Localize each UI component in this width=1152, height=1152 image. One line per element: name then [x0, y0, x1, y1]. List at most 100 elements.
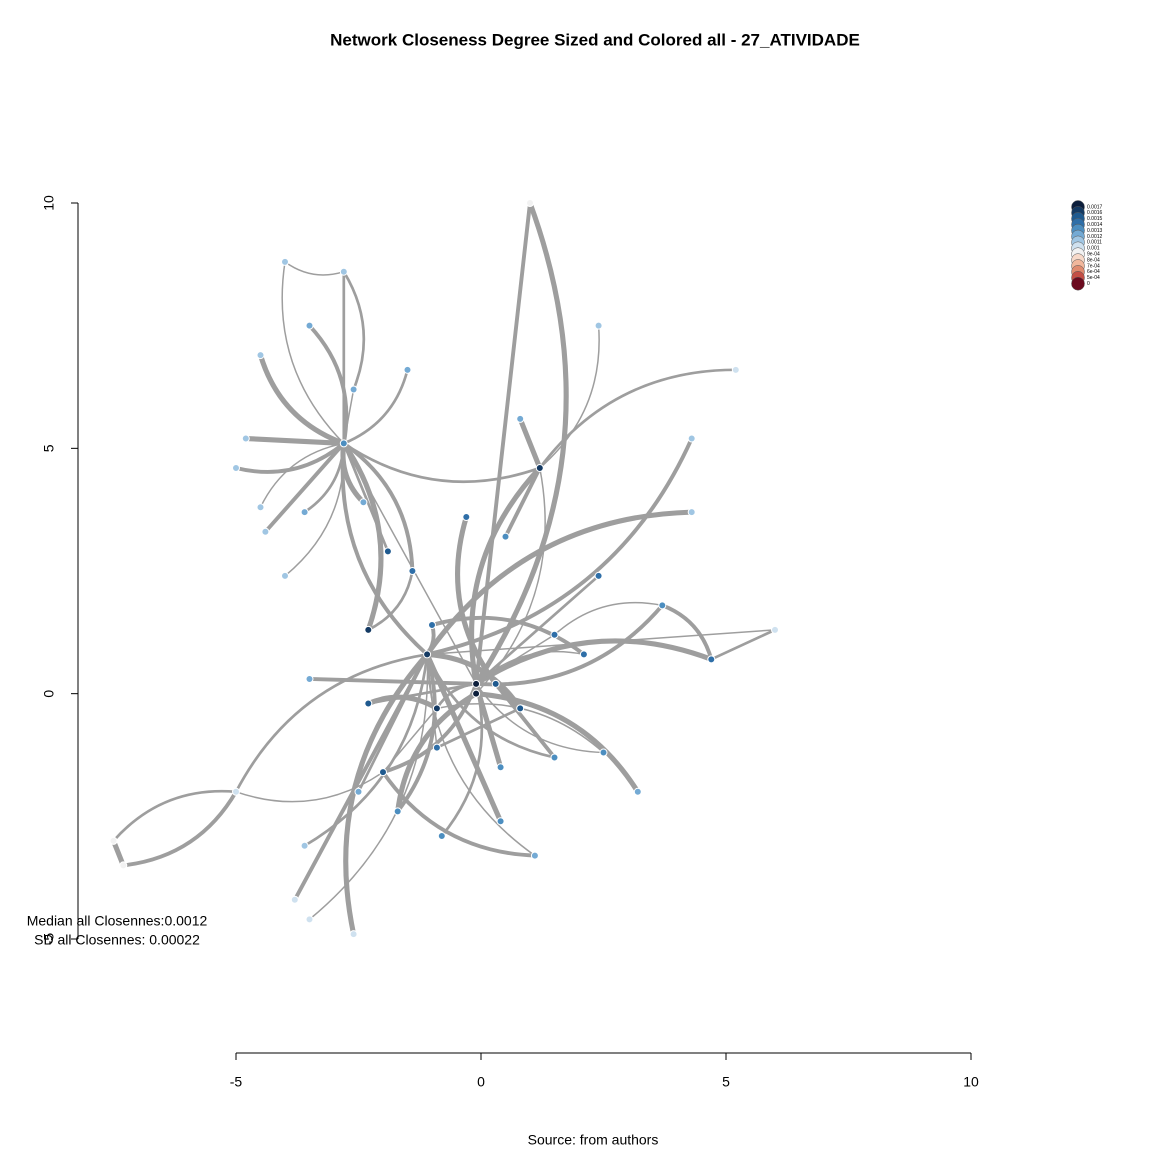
edge — [660, 603, 714, 662]
edge — [342, 270, 366, 391]
edge — [259, 442, 345, 508]
node — [305, 915, 314, 924]
node — [349, 385, 358, 394]
node — [290, 895, 299, 904]
edge — [539, 324, 600, 469]
node — [432, 704, 441, 713]
node — [359, 498, 368, 507]
edge — [243, 435, 347, 446]
node — [432, 743, 441, 752]
x-tick-label: 5 — [722, 1074, 730, 1090]
axes: -5 0 5 10 -5 0 5 10 — [41, 195, 979, 1090]
edge — [303, 442, 346, 514]
node — [579, 650, 588, 659]
nodes — [109, 199, 779, 939]
node — [403, 365, 412, 374]
caption: Source: from authors — [528, 1132, 659, 1148]
node — [305, 321, 314, 330]
legend-label: 5e-04 — [1087, 275, 1100, 281]
edge — [342, 368, 409, 445]
edge — [234, 441, 346, 474]
node — [232, 463, 240, 472]
edge — [469, 465, 543, 687]
edge — [493, 681, 557, 760]
edge — [430, 615, 586, 657]
edge — [307, 676, 479, 686]
legend-label: 7e-04 — [1087, 263, 1100, 269]
edge — [340, 441, 430, 657]
node — [261, 527, 270, 536]
edge — [474, 201, 532, 686]
node — [354, 787, 363, 796]
legend-label: 0.0017 — [1087, 204, 1103, 210]
edge — [425, 436, 694, 657]
node — [687, 434, 696, 443]
edge — [307, 323, 349, 446]
node — [305, 674, 314, 683]
edge — [112, 789, 238, 843]
legend-label: 0.0012 — [1087, 234, 1103, 240]
node — [256, 503, 265, 512]
edge — [121, 789, 238, 868]
legend: 0.00170.00160.00150.00140.00130.00120.00… — [1071, 200, 1103, 291]
node — [550, 753, 559, 762]
edge — [473, 691, 641, 795]
edge — [517, 416, 543, 471]
node — [707, 655, 716, 664]
legend-label: 0.001 — [1087, 246, 1100, 252]
node — [256, 351, 265, 360]
node — [599, 748, 608, 757]
node — [232, 787, 240, 796]
legend-label: 0.0016 — [1087, 210, 1103, 216]
node — [383, 547, 392, 556]
node — [472, 689, 481, 698]
node — [491, 679, 500, 688]
edge — [382, 707, 438, 773]
edge — [381, 770, 537, 858]
edge — [303, 653, 429, 848]
node — [516, 704, 525, 713]
node — [300, 508, 309, 517]
annotation: Median all Closennes:0.0012 — [27, 913, 208, 929]
node — [526, 199, 534, 207]
node — [339, 267, 348, 276]
y-tick-label: -5 — [41, 933, 57, 946]
edge — [257, 352, 347, 446]
legend-label: 0 — [1087, 281, 1090, 287]
node — [633, 787, 642, 796]
edge — [395, 652, 437, 814]
annotation: SD all Closennes: 0.00022 — [34, 932, 200, 948]
node — [550, 630, 559, 639]
node — [462, 513, 471, 522]
edge — [235, 771, 384, 803]
edge — [435, 707, 522, 749]
node — [516, 414, 525, 423]
node — [349, 930, 358, 939]
node — [771, 625, 779, 634]
legend-label: 6e-04 — [1087, 269, 1100, 275]
y-tick-label: 10 — [41, 195, 57, 211]
node — [658, 601, 667, 610]
node — [472, 679, 481, 688]
node — [535, 463, 544, 472]
legend-label: 0.0013 — [1087, 228, 1103, 234]
edge — [709, 628, 777, 661]
edge — [281, 261, 345, 445]
node — [687, 508, 696, 517]
node — [437, 831, 446, 840]
node — [281, 571, 289, 580]
edge — [553, 601, 664, 636]
edge — [341, 441, 415, 573]
edge — [343, 442, 477, 685]
legend-label: 8e-04 — [1087, 257, 1100, 263]
node — [281, 257, 289, 266]
edge — [234, 653, 429, 794]
edge — [366, 569, 414, 632]
node — [594, 321, 603, 330]
edge — [284, 261, 345, 276]
edge — [357, 653, 429, 794]
edge — [424, 651, 504, 824]
edge — [342, 442, 542, 484]
edge — [538, 368, 738, 470]
